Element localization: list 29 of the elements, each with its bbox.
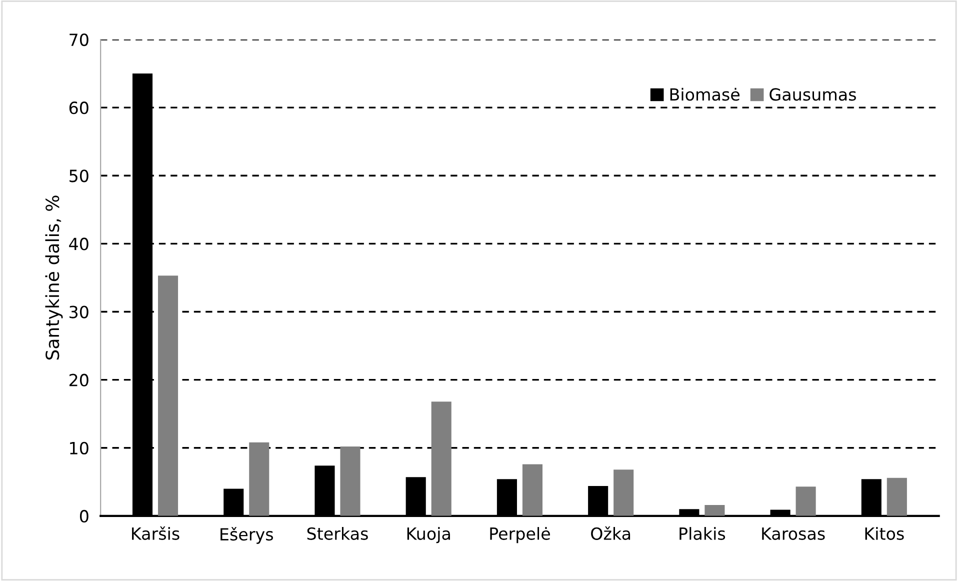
x-tick-label: Karšis <box>132 526 180 540</box>
bar <box>522 464 542 516</box>
x-tick-label: Ešerys <box>220 527 273 544</box>
bar <box>796 486 816 516</box>
x-tick-label: Kuoja <box>407 527 450 544</box>
y-tick-label: 30 <box>70 306 88 318</box>
legend-label: Biomasė <box>670 88 740 101</box>
y-tick-label: 40 <box>69 238 88 250</box>
bar <box>431 402 452 516</box>
legend-label: Gausumas <box>770 88 856 101</box>
x-tick-label: Plakis <box>680 527 726 540</box>
y-tick-label: 60 <box>69 102 88 114</box>
y-tick-label: 70 <box>70 33 88 46</box>
y-tick-label: 10 <box>70 442 88 454</box>
bar <box>704 505 725 516</box>
bar <box>886 478 907 516</box>
bar <box>614 470 634 516</box>
bar <box>249 442 270 516</box>
x-tick-label: Perpelė <box>490 527 550 544</box>
x-tick-label: Karosas <box>762 528 825 540</box>
y-tick-label: 20 <box>69 374 88 386</box>
x-tick-label: Kitos <box>865 527 904 540</box>
bar <box>340 446 360 516</box>
x-tick-label: Ožka <box>591 526 630 540</box>
y-axis-title: Santykinė dalis, % <box>45 196 63 360</box>
y-tick-label: 0 <box>80 510 88 522</box>
bar <box>158 276 178 516</box>
x-tick-label: Sterkas <box>307 527 368 540</box>
y-tick-label: 50 <box>70 170 88 182</box>
